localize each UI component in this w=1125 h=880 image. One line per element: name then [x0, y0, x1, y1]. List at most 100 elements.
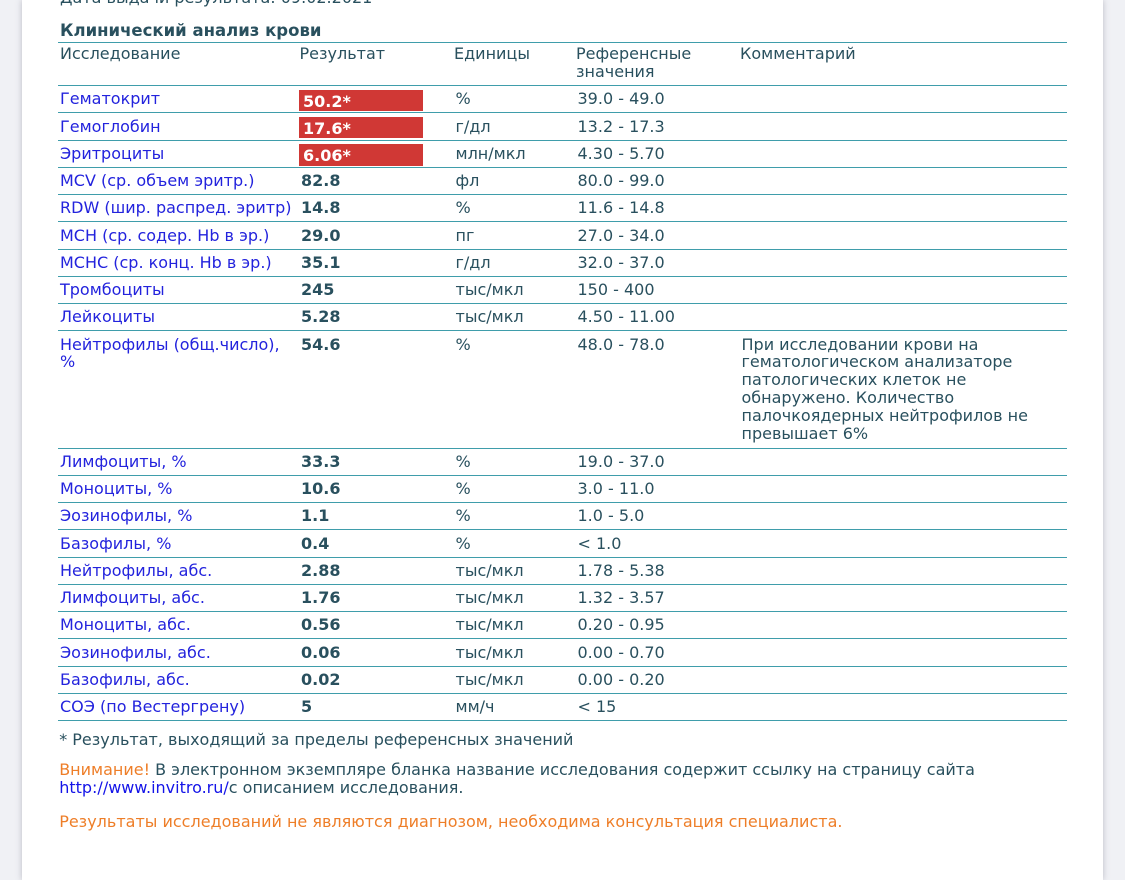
footnote-attention: Внимание! В электронном экземпляре бланк…	[59, 759, 975, 797]
footnote-disclaimer: Результаты исследований не являются диаг…	[59, 812, 843, 832]
comment-value	[740, 476, 1068, 502]
result-value-flagged: 50.2*	[299, 86, 454, 112]
result-value: 0.06	[301, 642, 341, 662]
test-row: RDW (шир. распред. эритр) 14.8 % 11.6 - …	[58, 195, 1068, 223]
result-value: 2.88	[301, 560, 341, 580]
comment-value	[740, 168, 1068, 194]
reference-value: 11.6 - 14.8	[577, 198, 665, 218]
test-name[interactable]: Нейтрофилы, абс.	[60, 560, 213, 580]
column-header-units: Единицы	[454, 44, 530, 64]
result-value: 10.6	[301, 479, 341, 499]
units-value: %	[455, 533, 471, 553]
report-page: Дата выдачи результата: 09.02.2021 Клини…	[22, 0, 1103, 880]
reference-value: 39.0 - 49.0	[577, 89, 665, 109]
test-name[interactable]: Нейтрофилы (общ.число), %	[60, 334, 280, 372]
test-row: Эозинофилы, абс. 0.06 тыс/мкл 0.00 - 0.7…	[58, 639, 1068, 667]
test-row: Гематокрит 50.2* % 39.0 - 49.0	[58, 86, 1068, 114]
units-value: тыс/мкл	[455, 280, 524, 300]
comment-value	[740, 503, 1068, 529]
comment-value: При исследовании крови на гематологическ…	[740, 331, 1068, 447]
reference-value: 1.32 - 3.57	[577, 588, 665, 608]
test-name[interactable]: Эозинофилы, %	[60, 506, 193, 526]
footnote-attention-line2: http://www.invitro.ru/с описанием исслед…	[59, 777, 975, 797]
invitro-link[interactable]: http://www.invitro.ru/	[59, 777, 229, 797]
result-value: 29.0	[301, 225, 341, 245]
test-row: Моноциты, абс. 0.56 тыс/мкл 0.20 - 0.95	[58, 612, 1067, 640]
clipped-top-text: Дата выдачи результата: 09.02.2021	[60, 0, 372, 6]
test-row: Нейтрофилы (общ.число), % 54.6 % 48.0 - …	[58, 331, 1068, 449]
test-name[interactable]: Лимфоциты, абс.	[60, 588, 205, 608]
result-value: 14.8	[301, 198, 341, 218]
units-value: пг	[455, 225, 475, 245]
test-name[interactable]: RDW (шир. распред. эритр)	[60, 198, 292, 218]
comment-value	[740, 694, 1068, 720]
reference-value: 1.78 - 5.38	[577, 560, 665, 580]
attention-label: Внимание!	[59, 759, 151, 779]
reference-value: < 15	[577, 697, 617, 717]
result-value: 54.6	[301, 334, 341, 354]
test-row: MCH (ср. содер. Hb в эр.) 29.0 пг 27.0 -…	[58, 222, 1067, 250]
test-row: Базофилы, абс. 0.02 тыс/мкл 0.00 - 0.20	[58, 667, 1067, 694]
comment-value	[740, 304, 1068, 330]
units-value: %	[455, 334, 471, 354]
footnote-out-of-range: * Результат, выходящий за пределы рефере…	[59, 729, 574, 749]
footnote-attention-line1: Внимание! В электронном экземпляре бланк…	[59, 759, 975, 779]
test-name[interactable]: Лимфоциты, %	[60, 451, 187, 471]
comment-value	[740, 277, 1068, 303]
test-name[interactable]: MCHC (ср. конц. Hb в эр.)	[60, 252, 272, 272]
test-name[interactable]: Базофилы, абс.	[60, 669, 190, 689]
reference-value: 3.0 - 11.0	[577, 479, 655, 499]
reference-value: 4.30 - 5.70	[577, 143, 665, 163]
out-of-range-flag: 50.2*	[299, 89, 423, 112]
reference-value: 0.00 - 0.20	[577, 669, 665, 689]
test-row: Тромбоциты 245 тыс/мкл 150 - 400	[58, 277, 1068, 305]
test-name[interactable]: Гематокрит	[60, 89, 161, 109]
test-row: Гемоглобин 17.6* г/дл 13.2 - 17.3	[58, 113, 1068, 141]
test-name[interactable]: СОЭ (по Вестергрену)	[60, 697, 246, 717]
test-name[interactable]: Эритроциты	[60, 143, 165, 163]
test-row: СОЭ (по Вестергрену) 5 мм/ч < 15	[58, 694, 1068, 722]
units-value: тыс/мкл	[455, 642, 524, 662]
reference-value: 32.0 - 37.0	[577, 252, 665, 272]
test-name[interactable]: Тромбоциты	[60, 280, 165, 300]
units-value: тыс/мкл	[455, 560, 524, 580]
reference-value: < 1.0	[577, 533, 622, 553]
reference-value: 0.00 - 0.70	[577, 642, 665, 662]
attention-text-2: с описанием исследования.	[228, 777, 464, 797]
comment-value	[740, 195, 1068, 221]
test-row: MCV (ср. объем эритр.) 82.8 фл 80.0 - 99…	[58, 168, 1068, 196]
units-value: тыс/мкл	[455, 669, 524, 689]
result-value: 0.56	[301, 615, 341, 635]
test-name[interactable]: MCH (ср. содер. Hb в эр.)	[60, 225, 270, 245]
units-value: %	[455, 198, 471, 218]
result-value: 1.1	[301, 506, 330, 526]
comment-value	[740, 86, 1068, 112]
comment-value	[740, 558, 1068, 584]
reference-value: 1.0 - 5.0	[577, 506, 645, 526]
test-name[interactable]: Моноциты, %	[60, 479, 173, 499]
section-title: Клинический анализ крови	[58, 21, 1067, 43]
column-header-reference: Референсные значения	[576, 44, 692, 82]
comment-value	[740, 639, 1068, 665]
result-value-flagged: 6.06*	[299, 141, 454, 167]
units-value: г/дл	[455, 252, 491, 272]
result-value: 82.8	[301, 171, 341, 191]
units-value: фл	[455, 171, 480, 191]
reference-value: 150 - 400	[577, 280, 655, 300]
comment-value	[740, 113, 1068, 139]
units-value: тыс/мкл	[455, 588, 524, 608]
test-row: Лимфоциты, % 33.3 % 19.0 - 37.0	[58, 449, 1067, 476]
reference-value: 13.2 - 17.3	[577, 116, 665, 136]
reference-value: 0.20 - 0.95	[577, 615, 665, 635]
units-value: млн/мкл	[455, 143, 526, 163]
comment-text: При исследовании крови на гематологическ…	[741, 334, 1028, 444]
test-name[interactable]: Лейкоциты	[60, 307, 155, 327]
test-name[interactable]: MCV (ср. объем эритр.)	[60, 171, 255, 191]
test-name[interactable]: Моноциты, абс.	[60, 615, 191, 635]
reference-value: 19.0 - 37.0	[577, 451, 665, 471]
reference-value: 27.0 - 34.0	[577, 225, 665, 245]
test-name[interactable]: Гемоглобин	[60, 116, 161, 136]
test-name[interactable]: Базофилы, %	[60, 533, 172, 553]
units-value: %	[455, 506, 471, 526]
test-name[interactable]: Эозинофилы, абс.	[60, 642, 211, 662]
